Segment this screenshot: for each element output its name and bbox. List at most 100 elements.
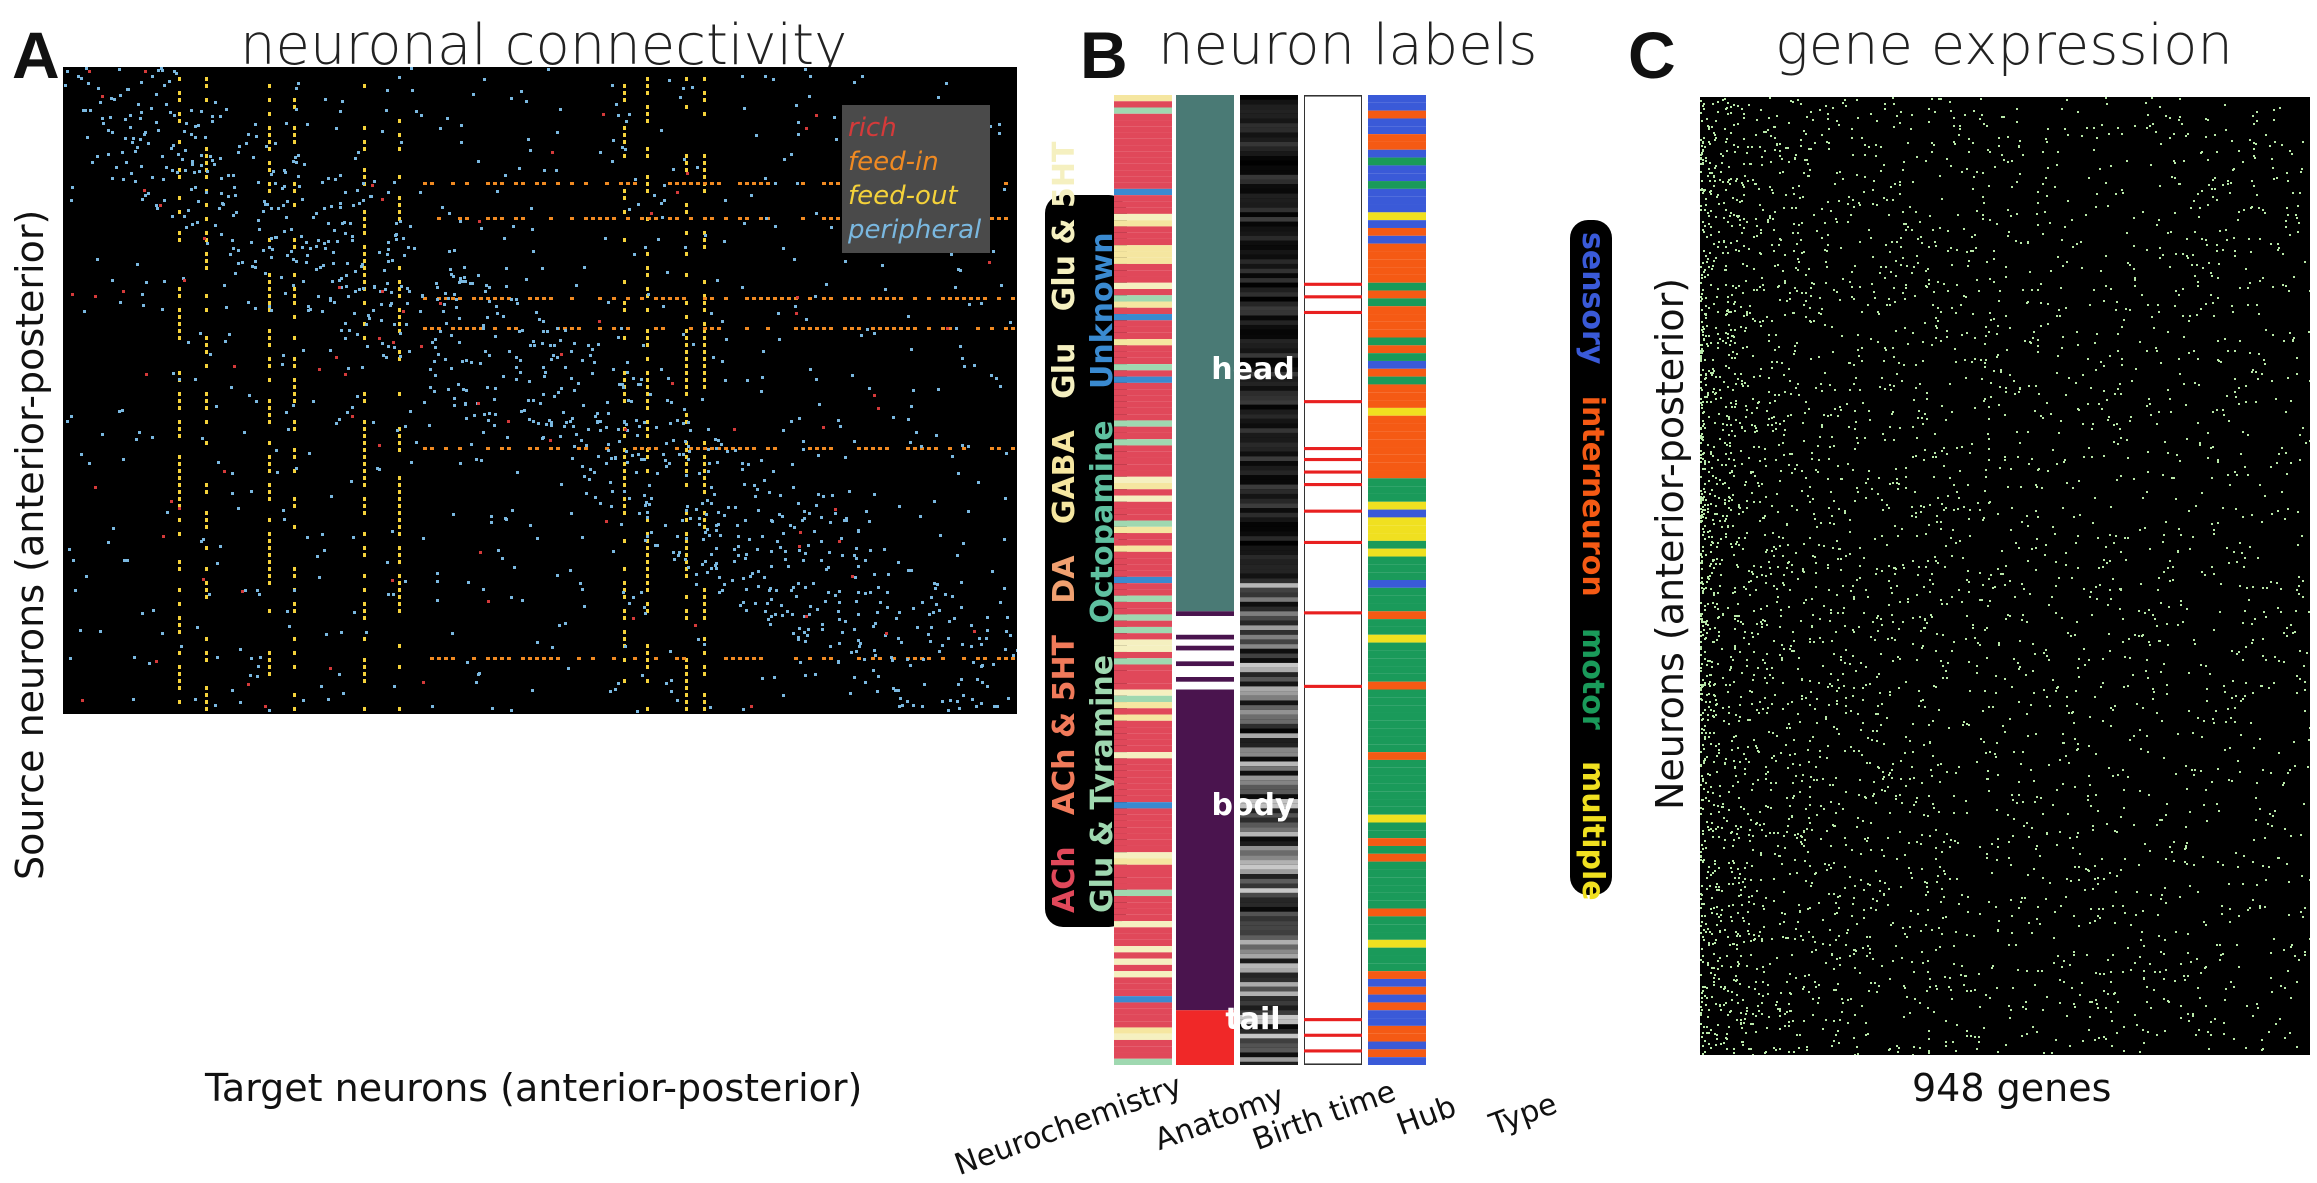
expression-dot <box>1731 871 1733 873</box>
connection-dot <box>684 558 687 561</box>
connection-dot <box>803 510 806 513</box>
expression-dot <box>1858 750 1860 752</box>
expression-dot <box>2139 1051 2141 1053</box>
birth-time-band <box>1240 949 1298 954</box>
neurochemistry-band <box>1114 427 1172 433</box>
expression-dot <box>2091 1001 2093 1003</box>
expression-dot <box>1775 334 1777 336</box>
expression-dot <box>2026 822 2028 824</box>
expression-dot <box>1714 606 1716 608</box>
connection-dot <box>194 125 197 128</box>
connection-dot <box>669 422 672 425</box>
connection-dot <box>668 297 672 300</box>
expression-dot <box>1747 930 1749 932</box>
neurochemistry-band <box>1114 327 1172 333</box>
connection-dot <box>685 210 688 214</box>
type-key: sensory interneuron motor multiple <box>1570 220 1612 895</box>
expression-dot <box>1851 286 1853 288</box>
expression-dot <box>1815 949 1817 951</box>
expression-dot <box>1813 779 1815 781</box>
connection-dot <box>688 450 691 453</box>
connection-dot <box>214 224 217 227</box>
expression-dot <box>1773 900 1775 902</box>
expression-dot <box>1883 855 1885 857</box>
expression-dot <box>1838 124 1840 126</box>
connection-dot <box>696 182 700 185</box>
connection-dot <box>620 523 623 526</box>
connection-dot <box>398 532 401 536</box>
expression-dot <box>1996 742 1998 744</box>
connection-dot <box>822 426 825 429</box>
expression-dot <box>1757 402 1759 404</box>
neurochemistry-band <box>1114 395 1172 401</box>
connection-dot <box>683 158 686 161</box>
expression-dot <box>1700 714 1702 716</box>
expression-dot <box>2004 731 2006 733</box>
expression-dot <box>1944 873 1946 875</box>
expression-dot <box>1734 151 1736 153</box>
expression-dot <box>1950 989 1952 991</box>
connection-dot <box>689 429 692 432</box>
connection-dot <box>477 402 480 405</box>
expression-dot <box>1976 210 1978 212</box>
expression-dot <box>1830 845 1832 847</box>
connection-dot <box>885 632 888 635</box>
connection-dot <box>803 517 806 520</box>
neurochemistry-band <box>1114 1009 1172 1015</box>
connection-dot <box>536 537 539 540</box>
expression-dot <box>1770 135 1772 137</box>
connection-dot <box>542 657 546 660</box>
expression-dot <box>2199 207 2201 209</box>
expression-dot <box>1752 1013 1754 1015</box>
expression-dot <box>1804 860 1806 862</box>
connection-dot <box>877 586 880 589</box>
expression-dot <box>2163 757 2165 759</box>
connection-dot <box>670 679 673 682</box>
expression-dot <box>1718 811 1720 813</box>
connection-dot <box>184 149 187 152</box>
connection-dot <box>381 130 384 133</box>
expression-dot <box>2251 180 2253 182</box>
expression-dot <box>2163 571 2165 573</box>
expression-dot <box>1826 830 1828 832</box>
expression-dot <box>1701 686 1703 688</box>
expression-dot <box>1819 297 1821 299</box>
connection-dot <box>529 344 532 347</box>
connection-dot <box>757 509 760 512</box>
connection-dot <box>669 650 672 653</box>
connection-dot <box>710 297 714 300</box>
connection-dot <box>682 333 685 336</box>
neurochemistry-band <box>1114 370 1172 376</box>
expression-dot <box>1928 524 1930 526</box>
connection-dot <box>398 350 401 354</box>
expression-dot <box>2007 136 2009 138</box>
connection-dot <box>528 447 532 450</box>
connection-dot <box>571 457 574 460</box>
connection-dot <box>589 468 592 471</box>
connection-dot <box>398 322 401 326</box>
expression-dot <box>1718 497 1720 499</box>
expression-dot <box>1968 138 1970 140</box>
connection-dot <box>821 628 824 631</box>
expression-dot <box>1812 119 1814 121</box>
connection-dot <box>691 86 694 89</box>
connection-dot <box>813 530 816 533</box>
expression-dot <box>2253 155 2255 157</box>
connection-dot <box>215 405 218 408</box>
connection-dot <box>503 237 506 240</box>
birth-time-band <box>1240 466 1298 471</box>
connection-dot <box>644 504 647 507</box>
expression-dot <box>1743 808 1745 810</box>
expression-dot <box>1743 218 1745 220</box>
connection-dot <box>757 570 760 573</box>
expression-dot <box>1876 900 1878 902</box>
expression-dot <box>2098 908 2100 910</box>
connection-dot <box>219 115 222 118</box>
connection-dot <box>668 217 672 220</box>
birth-time-band <box>1240 161 1298 166</box>
expression-dot <box>1807 495 1809 497</box>
expression-dot <box>1706 997 1708 999</box>
connection-dot <box>152 609 155 612</box>
neurochemistry-band <box>1114 852 1172 858</box>
connection-dot <box>1005 452 1008 455</box>
